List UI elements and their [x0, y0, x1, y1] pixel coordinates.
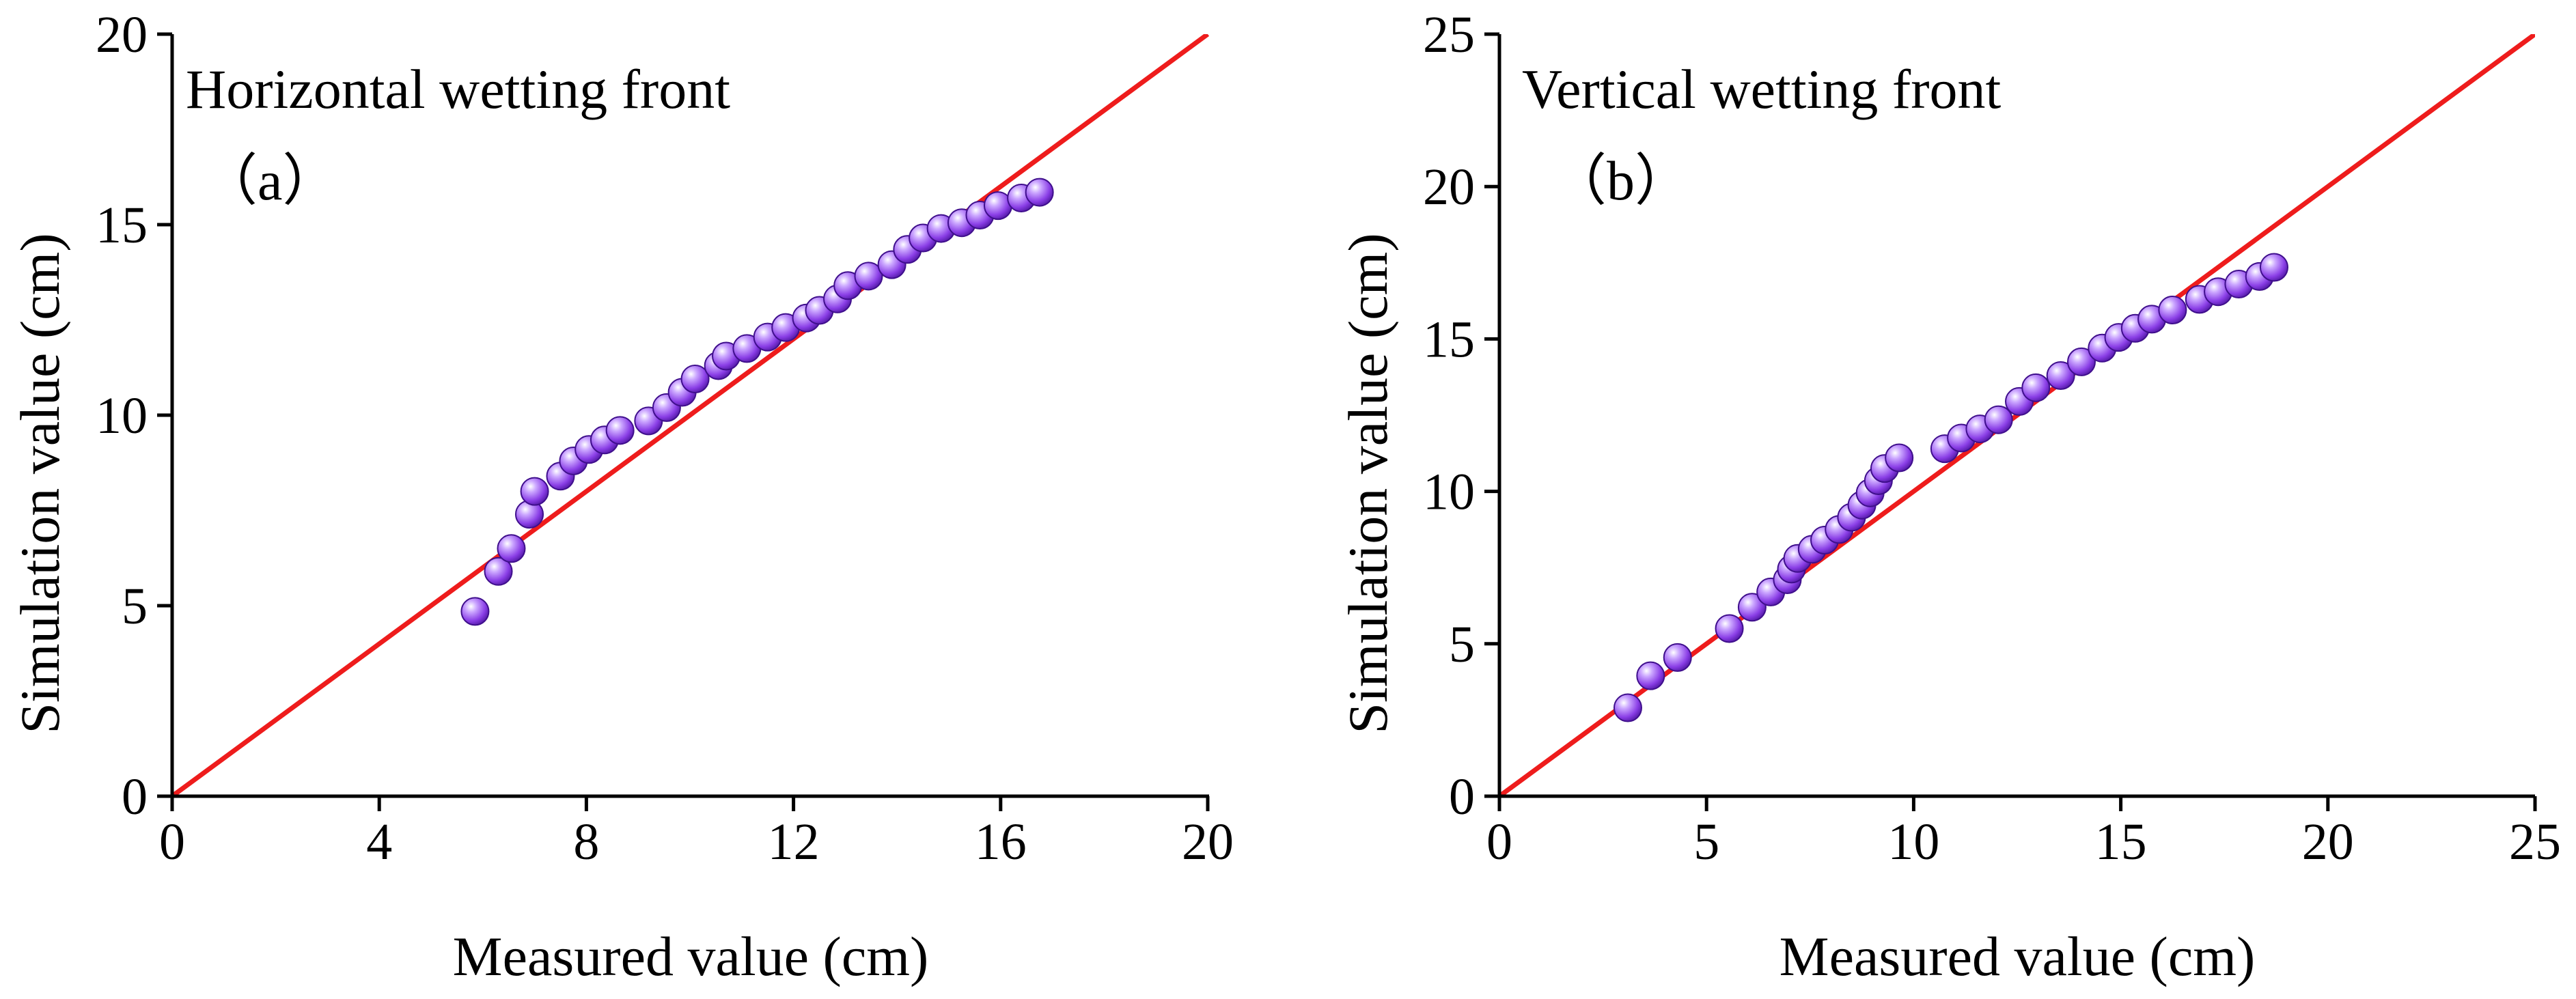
data-point	[484, 557, 513, 586]
data-point	[1613, 693, 1642, 722]
y-tick-label: 0	[1449, 768, 1475, 826]
data-point	[460, 597, 490, 626]
data-point	[2158, 295, 2187, 324]
data-point	[1025, 178, 1054, 207]
chart-panel-vertical: 0 5 10 15 20 25 0 5 10 15 20 25 Vertical wetting fr…	[1337, 6, 2561, 987]
x-tick-label: 16	[975, 813, 1027, 871]
x-tick-label: 20	[2302, 813, 2354, 871]
panel-label: （b）	[1551, 150, 1691, 212]
data-point	[854, 262, 883, 291]
y-tick-label: 20	[96, 6, 148, 64]
y-tick-label: 10	[1423, 464, 1475, 521]
y-tick-label: 15	[1423, 311, 1475, 368]
x-tick-label: 10	[1887, 813, 1939, 871]
x-tick-label: 20	[1182, 813, 1234, 871]
data-point	[680, 364, 710, 393]
y-tick-label: 25	[1423, 6, 1475, 64]
x-tick-label: 15	[2095, 813, 2147, 871]
data-point	[1636, 661, 1665, 690]
data-point	[1663, 643, 1692, 672]
panel-label: （a）	[202, 150, 338, 212]
y-tick-label: 5	[1449, 616, 1475, 673]
data-point	[1737, 593, 1767, 622]
x-tick-label: 12	[768, 813, 820, 871]
x-tick-label: 5	[1693, 813, 1719, 871]
chart-title: Vertical wetting front	[1522, 58, 2002, 120]
y-axis-title: Simulation value (cm)	[9, 233, 71, 733]
chart-panel-horizontal: 0 4 8 12 16 20 0 5 10 15 20 Horizontal wetting fro…	[9, 6, 1234, 987]
data-point	[1885, 443, 1914, 473]
y-tick-label: 10	[96, 387, 148, 445]
x-tick-label: 25	[2509, 813, 2561, 871]
x-axis-title: Measured value (cm)	[1779, 925, 2256, 987]
data-point	[497, 534, 526, 563]
x-axis-title: Measured value (cm)	[453, 925, 929, 987]
y-tick-label: 0	[122, 768, 148, 826]
y-tick-label: 15	[96, 197, 148, 254]
data-point	[2066, 347, 2096, 376]
data-point	[605, 416, 635, 445]
data-point	[2259, 253, 2288, 282]
data-point	[2021, 373, 2051, 402]
y-tick-label: 20	[1423, 158, 1475, 216]
chart-title: Horizontal wetting front	[186, 58, 730, 120]
y-axis-title: Simulation value (cm)	[1337, 233, 1399, 733]
data-point	[1715, 614, 1744, 643]
x-tick-label: 0	[1486, 813, 1512, 871]
data-point	[1984, 405, 2013, 434]
x-tick-label: 4	[366, 813, 392, 871]
data-point	[2046, 361, 2075, 390]
x-tick-label: 8	[573, 813, 599, 871]
y-tick-label: 5	[122, 578, 148, 635]
x-tick-label: 0	[159, 813, 185, 871]
data-point	[520, 477, 549, 506]
reference-line	[172, 34, 1209, 796]
